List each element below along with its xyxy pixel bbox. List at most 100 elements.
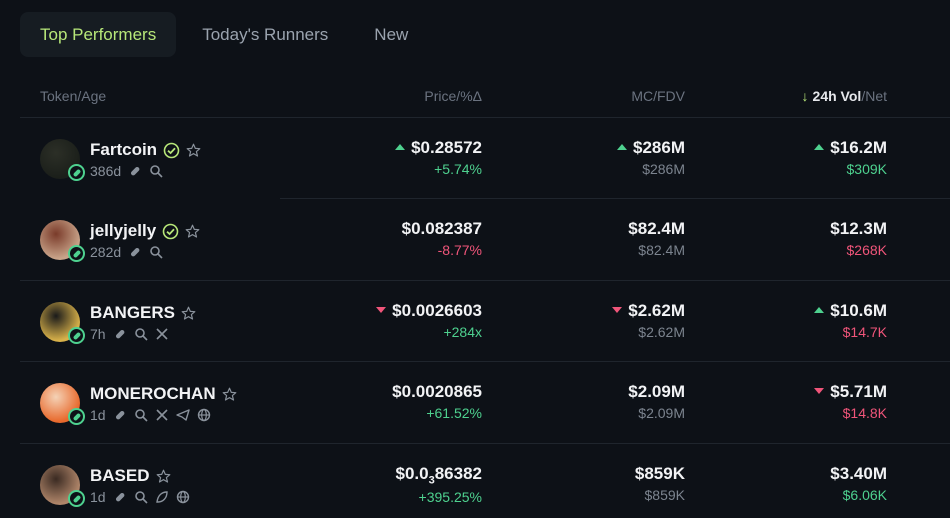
net-flow: $309K <box>846 161 887 177</box>
header-24h-vol: 24h Vol <box>812 88 862 104</box>
globe-icon[interactable] <box>176 490 190 504</box>
trend-down-icon <box>612 306 623 313</box>
leaf-icon[interactable] <box>155 490 169 504</box>
search-icon[interactable] <box>134 327 148 341</box>
star-icon[interactable] <box>181 306 196 321</box>
market-cap: $2.62M <box>628 301 685 320</box>
price-change: -8.77% <box>437 242 482 258</box>
vol-net-cell: $3.40M $6.06K <box>830 464 887 503</box>
volume-24h: $12.3M <box>830 219 887 238</box>
pill-badge-icon <box>68 490 85 507</box>
vol-net-cell: $5.71M $14.8K <box>814 382 887 421</box>
x-icon[interactable] <box>155 327 169 341</box>
mc-fdv-cell: $859K $859K <box>635 464 685 503</box>
trend-down-icon <box>376 306 387 313</box>
price-cell: $0.28572 +5.74% <box>395 138 482 177</box>
net-flow: $6.06K <box>842 487 887 503</box>
header-price-change[interactable]: Price/%Δ <box>424 88 482 104</box>
verified-icon <box>163 142 180 158</box>
market-cap: $286M <box>633 138 685 157</box>
header-mc-fdv[interactable]: MC/FDV <box>631 88 685 104</box>
trend-up-icon <box>617 143 628 150</box>
vol-net-cell: $16.2M $309K <box>814 138 887 177</box>
star-icon[interactable] <box>156 469 171 484</box>
trend-up-icon <box>395 143 406 150</box>
pill-icon[interactable] <box>113 408 127 422</box>
pill-icon[interactable] <box>128 164 142 178</box>
token-age: 282d <box>90 244 122 260</box>
volume-24h: $10.6M <box>830 301 887 320</box>
price-cell: $0.0386382 +395.25% <box>396 464 483 505</box>
tab-todays-runners[interactable]: Today's Runners <box>202 25 329 44</box>
star-icon[interactable] <box>185 224 200 239</box>
mc-fdv-cell: $2.09M $2.09M <box>628 382 685 421</box>
market-cap: $82.4M <box>628 219 685 238</box>
token-age: 7h <box>90 326 106 342</box>
search-icon[interactable] <box>134 490 148 504</box>
row-divider <box>20 361 950 362</box>
volume-24h: $5.71M <box>830 382 887 401</box>
tab-top-performers[interactable]: Top Performers <box>20 12 177 57</box>
mc-fdv-cell: $2.62M $2.62M <box>612 301 685 340</box>
verified-icon <box>162 223 179 239</box>
price-change: +5.74% <box>434 161 482 177</box>
star-icon[interactable] <box>222 387 237 402</box>
table-row[interactable]: jellyjelly 282d $0.082387 -8.77% $82.4M … <box>20 199 950 280</box>
price-value: $0.28572 <box>411 138 482 157</box>
token-name[interactable]: Fartcoin <box>90 140 158 159</box>
search-icon[interactable] <box>134 408 148 422</box>
vol-net-cell: $12.3M $268K <box>830 219 887 258</box>
mc-fdv-cell: $286M $286M <box>617 138 685 177</box>
price-digits: 86382 <box>434 464 482 483</box>
pill-icon[interactable] <box>113 490 127 504</box>
star-icon[interactable] <box>186 143 201 158</box>
x-icon[interactable] <box>155 408 169 422</box>
token-name[interactable]: BASED <box>90 466 150 485</box>
fdv: $286M <box>642 161 685 177</box>
token-name[interactable]: MONEROCHAN <box>90 384 216 403</box>
token-age: 386d <box>90 163 122 179</box>
market-cap: $2.09M <box>628 382 685 401</box>
search-icon[interactable] <box>149 164 163 178</box>
pill-icon[interactable] <box>113 327 127 341</box>
table-row[interactable]: BANGERS 7h $0.0026603 +284x $2.62M $2.62… <box>20 281 950 362</box>
table-row[interactable]: BASED 1d $0.0386382 +395.25% $859K $859K… <box>20 444 950 518</box>
table-row[interactable]: MONEROCHAN 1d $0.0020865 +61.52% $2.09M … <box>20 362 950 443</box>
table-header: Token/Age Price/%Δ MC/FDV ↓ 24h Vol/Net <box>20 82 950 116</box>
token-age: 1d <box>90 407 106 423</box>
pill-badge-icon <box>68 164 85 181</box>
price-zero-count: 3 <box>428 474 435 487</box>
search-icon[interactable] <box>149 245 163 259</box>
net-flow: $14.7K <box>842 324 887 340</box>
price-change: +61.52% <box>426 405 482 421</box>
net-flow: $268K <box>846 242 887 258</box>
pill-badge-icon <box>68 245 85 262</box>
fdv: $859K <box>644 487 685 503</box>
tab-bar: Top Performers Today's Runners New <box>20 12 428 57</box>
price-value: $0.082387 <box>401 219 482 238</box>
fdv: $2.62M <box>638 324 685 340</box>
header-24h-vol-net[interactable]: ↓ 24h Vol/Net <box>802 88 887 104</box>
trend-up-icon <box>814 143 825 150</box>
price-prefix: $0.0 <box>395 464 429 483</box>
token-name[interactable]: jellyjelly <box>90 221 157 240</box>
row-divider <box>20 117 950 118</box>
mc-fdv-cell: $82.4M $82.4M <box>628 219 685 258</box>
globe-icon[interactable] <box>197 408 211 422</box>
net-flow: $14.8K <box>842 405 887 421</box>
row-divider <box>280 198 950 199</box>
vol-net-cell: $10.6M $14.7K <box>814 301 887 340</box>
pill-badge-icon <box>68 327 85 344</box>
token-name[interactable]: BANGERS <box>90 303 176 322</box>
price-change: +284x <box>443 324 482 340</box>
table-row[interactable]: Fartcoin 386d $0.28572 +5.74% $286M $286… <box>20 118 950 199</box>
pill-icon[interactable] <box>128 245 142 259</box>
trend-down-icon <box>814 387 825 394</box>
row-divider <box>20 280 950 281</box>
telegram-icon[interactable] <box>175 408 190 422</box>
row-divider <box>20 443 950 444</box>
volume-24h: $16.2M <box>830 138 887 157</box>
tab-new[interactable]: New <box>374 25 409 44</box>
price-change: +395.25% <box>418 489 482 506</box>
header-token-age[interactable]: Token/Age <box>40 88 107 104</box>
